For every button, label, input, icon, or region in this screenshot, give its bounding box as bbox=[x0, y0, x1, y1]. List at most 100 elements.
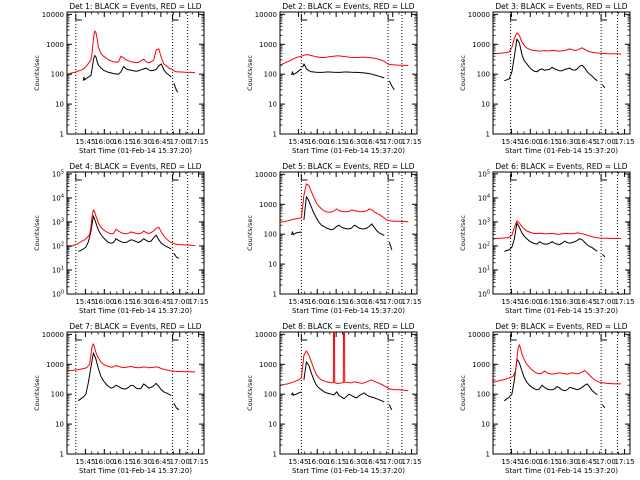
y-tick-label: 1000 bbox=[259, 201, 277, 209]
y-axis-label: Counts/sec bbox=[246, 375, 254, 411]
y-tick-label: 1000 bbox=[46, 41, 64, 49]
y-tick-label: 10 bbox=[268, 421, 277, 429]
series-line-events bbox=[290, 63, 395, 91]
marker-bracket-1 bbox=[75, 334, 82, 341]
x-tick-label: 16:00 bbox=[94, 458, 114, 466]
x-tick-label: 17:00 bbox=[383, 458, 403, 466]
x-tick-label: 16:30 bbox=[132, 138, 152, 146]
marker-bracket-2 bbox=[600, 174, 608, 181]
y-tick-label: 100 bbox=[52, 290, 64, 299]
x-tick-label: 16:45 bbox=[577, 138, 597, 146]
x-tick-label: 17:00 bbox=[383, 138, 403, 146]
series-line-lld bbox=[67, 209, 196, 248]
y-tick-label: 10000 bbox=[42, 11, 64, 19]
chart-panel-1: Det 1: BLACK = Events, RED = LLD 1 10 100 10… bbox=[33, 2, 209, 155]
x-tick-label: 15:45 bbox=[501, 458, 521, 466]
x-tick-label: 16:00 bbox=[94, 138, 114, 146]
y-axis-label: Counts/sec bbox=[459, 215, 467, 251]
plot-frame bbox=[492, 331, 631, 455]
x-tick-label: 16:45 bbox=[364, 138, 384, 146]
series-line-lld bbox=[493, 344, 622, 385]
x-tick-label: 16:45 bbox=[364, 298, 384, 306]
x-tick-label: 16:45 bbox=[151, 458, 171, 466]
x-tick-label: 16:30 bbox=[558, 298, 578, 306]
y-axis-label: Counts/sec bbox=[246, 215, 254, 251]
x-axis-label: Start Time (01-Feb-14 15:37:20) bbox=[505, 467, 618, 475]
marker-bracket-1 bbox=[300, 174, 308, 181]
y-tick-label: 1 bbox=[273, 451, 277, 459]
y-tick-label: 10000 bbox=[255, 331, 277, 339]
y-tick-label: 1000 bbox=[472, 41, 490, 49]
marker-bracket-1 bbox=[510, 334, 517, 341]
y-tick-label: 105 bbox=[52, 169, 64, 178]
x-tick-label: 16:45 bbox=[364, 458, 384, 466]
y-tick-label: 100 bbox=[51, 71, 64, 79]
marker-bracket-1 bbox=[75, 174, 82, 181]
series-line-events bbox=[503, 358, 606, 409]
y-tick-label: 1 bbox=[486, 451, 490, 459]
chart-title: Det 1: BLACK = Events, RED = LLD bbox=[69, 2, 201, 11]
x-axis-label: Start Time (01-Feb-14 15:37:20) bbox=[79, 307, 192, 315]
y-tick-label: 10000 bbox=[42, 331, 64, 339]
y-tick-label: 1000 bbox=[46, 361, 64, 369]
x-tick-label: 16:30 bbox=[345, 138, 365, 146]
x-tick-label: 16:30 bbox=[132, 298, 152, 306]
chart-panel-6: Det 6: BLACK = Events, RED = LLD 100 101 10… bbox=[459, 162, 635, 315]
x-tick-label: 16:15 bbox=[539, 298, 559, 306]
x-tick-label: 17:15 bbox=[401, 298, 421, 306]
chart-panel-8: Det 8: BLACK = Events, RED = LLD 1 10 100 10… bbox=[246, 322, 422, 475]
x-tick-label: 16:00 bbox=[307, 298, 327, 306]
y-tick-label: 10000 bbox=[468, 331, 490, 339]
x-tick-label: 16:00 bbox=[520, 298, 540, 306]
x-tick-label: 16:45 bbox=[151, 298, 171, 306]
x-tick-label: 17:15 bbox=[401, 458, 421, 466]
x-tick-label: 15:45 bbox=[75, 298, 95, 306]
x-axis-label: Start Time (01-Feb-14 15:37:20) bbox=[292, 467, 405, 475]
y-tick-label: 105 bbox=[478, 169, 490, 178]
plot-frame bbox=[66, 11, 205, 135]
y-tick-label: 100 bbox=[264, 391, 277, 399]
x-tick-label: 17:00 bbox=[170, 138, 190, 146]
chart-panel-4: Det 4: BLACK = Events, RED = LLD 100 101 10… bbox=[33, 162, 209, 315]
series-line-events bbox=[290, 361, 393, 411]
x-axis-label: Start Time (01-Feb-14 15:37:20) bbox=[79, 147, 192, 155]
x-tick-label: 16:15 bbox=[113, 298, 133, 306]
chart-panel-9: Det 9: BLACK = Events, RED = LLD 1 10 100 10… bbox=[459, 322, 635, 475]
x-tick-label: 16:45 bbox=[151, 138, 171, 146]
series-line-lld bbox=[67, 343, 196, 373]
series-line-events bbox=[77, 352, 180, 411]
x-tick-label: 16:30 bbox=[132, 458, 152, 466]
x-tick-label: 15:45 bbox=[501, 138, 521, 146]
chart-title: Det 2: BLACK = Events, RED = LLD bbox=[282, 2, 414, 11]
series-line-lld bbox=[280, 332, 409, 392]
chart-panel-7: Det 7: BLACK = Events, RED = LLD 1 10 100 10… bbox=[33, 322, 209, 475]
series-line-lld bbox=[493, 32, 622, 55]
y-tick-label: 101 bbox=[478, 265, 490, 274]
x-tick-label: 15:45 bbox=[501, 298, 521, 306]
x-tick-label: 17:15 bbox=[614, 298, 634, 306]
marker-bracket-1 bbox=[300, 334, 308, 341]
x-tick-label: 16:15 bbox=[539, 138, 559, 146]
x-tick-label: 17:00 bbox=[170, 458, 190, 466]
plot-frame bbox=[279, 331, 418, 455]
series-line-events bbox=[78, 215, 180, 259]
series-line-events bbox=[82, 55, 179, 93]
y-tick-label: 1 bbox=[273, 291, 277, 299]
y-tick-label: 100 bbox=[264, 71, 277, 79]
y-tick-label: 102 bbox=[52, 241, 64, 250]
y-tick-label: 1000 bbox=[259, 361, 277, 369]
x-tick-label: 17:00 bbox=[596, 138, 616, 146]
y-axis-label: Counts/sec bbox=[33, 375, 41, 411]
y-tick-label: 10000 bbox=[255, 171, 277, 179]
x-tick-label: 15:45 bbox=[75, 458, 95, 466]
y-tick-label: 10 bbox=[268, 261, 277, 269]
series-line-events bbox=[290, 196, 393, 250]
x-tick-label: 16:45 bbox=[577, 298, 597, 306]
series-line-lld bbox=[67, 30, 196, 75]
y-axis-label: Counts/sec bbox=[246, 55, 254, 91]
marker-bracket-2 bbox=[600, 14, 608, 21]
plot-frame bbox=[66, 331, 205, 455]
x-tick-label: 16:30 bbox=[345, 298, 365, 306]
series-line-lld bbox=[280, 183, 409, 223]
y-tick-label: 10000 bbox=[255, 11, 277, 19]
